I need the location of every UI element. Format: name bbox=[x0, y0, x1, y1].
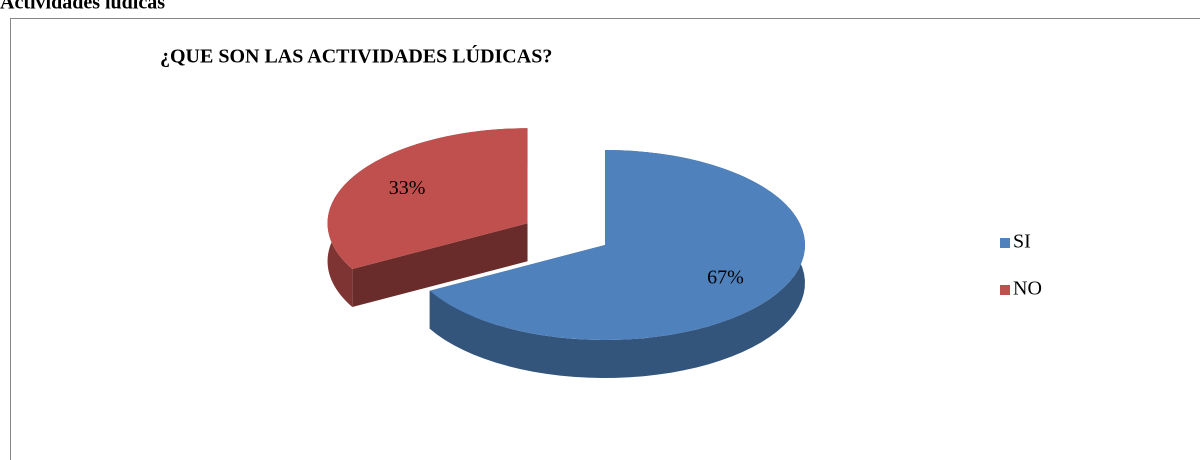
data-label: 33% bbox=[389, 177, 426, 199]
chart-border bbox=[10, 18, 1200, 460]
data-label: 67% bbox=[707, 266, 744, 288]
slice-wall bbox=[352, 223, 528, 308]
legend-swatch bbox=[1000, 285, 1010, 295]
heading: Actividades lúdicas bbox=[0, 0, 165, 14]
legend-label: NO bbox=[1013, 278, 1042, 300]
chart-title: ¿QUE SON LAS ACTIVIDADES LÚDICAS? bbox=[160, 44, 552, 68]
slice bbox=[327, 128, 528, 270]
slice bbox=[429, 150, 805, 340]
legend-swatch bbox=[1000, 238, 1010, 248]
legend-label: SI bbox=[1013, 231, 1031, 253]
